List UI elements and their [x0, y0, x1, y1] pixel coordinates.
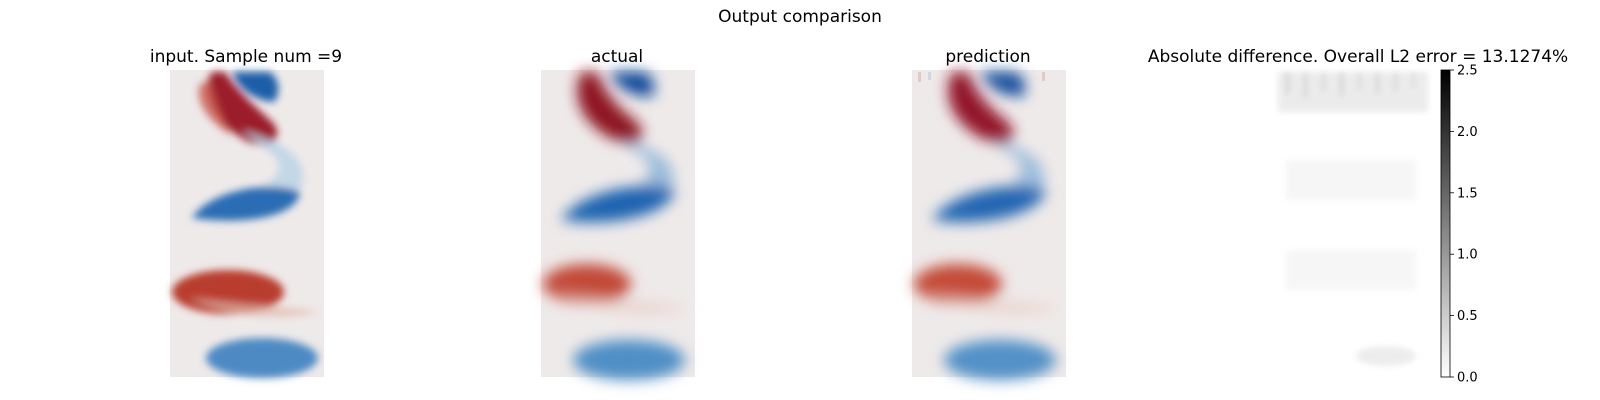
panel-title-prediction: prediction [945, 47, 1030, 67]
colorbar-tick-label: 1.5 [1457, 186, 1478, 201]
colorbar-tick-label: 0.0 [1457, 371, 1478, 386]
heatmap-prediction [912, 70, 1066, 380]
heatmap-input [170, 70, 324, 378]
colorbar-tick-label: 2.0 [1457, 125, 1478, 140]
panel-title-difference: Absolute difference. Overall L2 error = … [1148, 47, 1568, 67]
panel-title-actual: actual [591, 47, 643, 67]
colorbar-tick-label: 1.0 [1457, 248, 1478, 263]
colorbar-tick-label: 0.5 [1457, 309, 1478, 324]
heatmap-difference [1276, 70, 1430, 377]
panel-title-input: input. Sample num =9 [150, 47, 342, 67]
colorbar: 0.0 0.5 1.0 1.5 2.0 2.5 [1440, 64, 1478, 386]
figure-title: Output comparison [718, 7, 882, 27]
colorbar-ticks: 0.0 0.5 1.0 1.5 2.0 2.5 [1450, 64, 1478, 386]
colorbar-tick-label: 2.5 [1457, 64, 1478, 79]
colorbar-gradient [1441, 70, 1450, 377]
heatmap-actual [541, 70, 695, 380]
